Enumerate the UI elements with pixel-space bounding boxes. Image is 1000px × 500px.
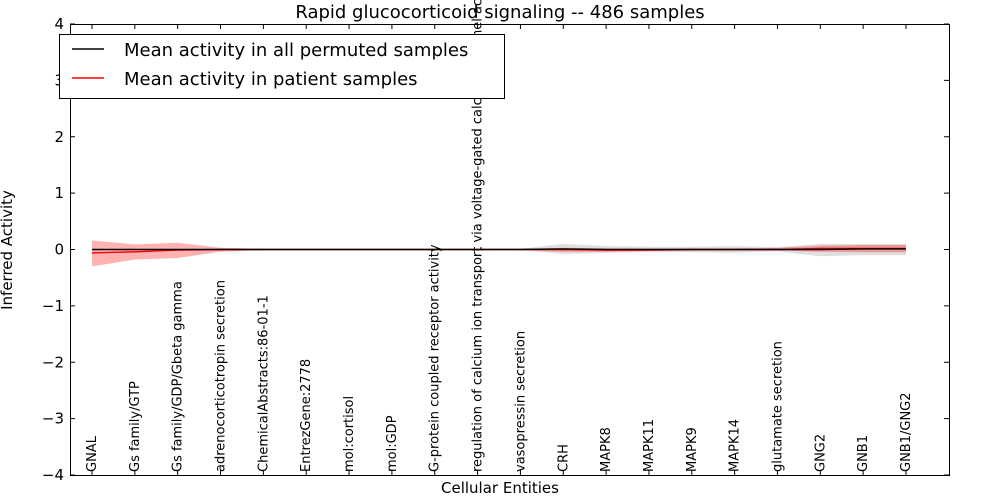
- y-tick-label: −4: [42, 466, 64, 484]
- y-tick-label: −1: [42, 297, 64, 315]
- confidence-bands: [92, 240, 906, 267]
- category-label: GNB1/GNG2: [899, 392, 914, 472]
- y-axis-label: Inferred Activity: [0, 190, 16, 310]
- category-label: EntrezGene:2778: [299, 359, 314, 472]
- x-axis-label: Cellular Entities: [441, 479, 559, 497]
- y-tick-label: −3: [42, 410, 64, 428]
- legend-label-patient: Mean activity in patient samples: [124, 69, 418, 90]
- category-label: mol:cortisol: [342, 396, 357, 472]
- category-label: glutamate secretion: [771, 341, 786, 472]
- y-tick-label: 0: [54, 241, 64, 259]
- category-label: Gs family/GTP: [128, 381, 143, 472]
- category-label: G-protein coupled receptor activity: [428, 244, 443, 472]
- category-label: Gs family/GDP/Gbeta gamma: [171, 281, 186, 472]
- band-patient: [92, 240, 906, 267]
- category-label: GNAL: [85, 435, 100, 472]
- y-tick-label: −2: [42, 353, 64, 371]
- category-label: CRH: [556, 444, 571, 472]
- category-label: MAPK8: [599, 427, 614, 472]
- category-label: regulation of calcium ion transport via …: [471, 0, 486, 472]
- series-lines: [91, 247, 906, 254]
- category-label: GNB1: [856, 435, 871, 472]
- legend: Mean activity in all permuted samples Me…: [59, 34, 505, 99]
- y-tick-label: 4: [54, 15, 64, 33]
- chart-title: Rapid glucocorticoid signaling -- 486 sa…: [295, 2, 704, 23]
- y-tick-label: 1: [54, 184, 64, 202]
- legend-box: [59, 34, 505, 99]
- y-tick-label: 2: [54, 128, 64, 146]
- category-label: ChemicalAbstracts:86-01-1: [256, 295, 271, 472]
- category-label: MAPK11: [642, 419, 657, 472]
- category-label: MAPK9: [685, 427, 700, 472]
- category-labels: GNAL Gs family/GTP Gs family/GDP/Gbeta gam…: [85, 0, 914, 472]
- category-label: adrenocorticotropin secretion: [214, 280, 229, 472]
- category-label: vasopressin secretion: [513, 331, 528, 472]
- legend-label-permuted: Mean activity in all permuted samples: [124, 40, 468, 61]
- category-label: mol:GDP: [385, 415, 400, 472]
- y-axis-ticks: −4−3−2−101234: [42, 15, 949, 484]
- category-label: GNG2: [813, 434, 828, 472]
- x-axis-ticks: [91, 24, 907, 475]
- category-label: MAPK14: [728, 419, 743, 472]
- line-permuted: [92, 248, 906, 251]
